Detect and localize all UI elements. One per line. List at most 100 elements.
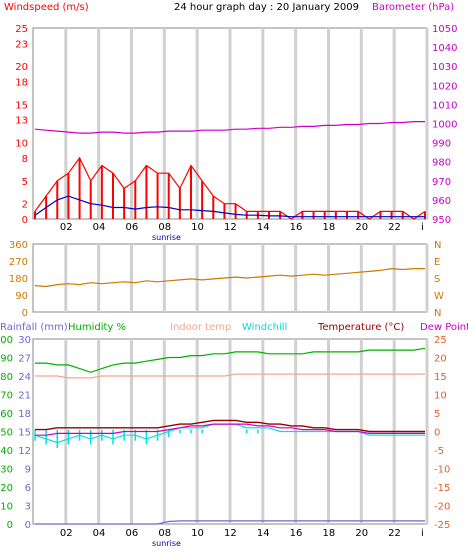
rainfall-y-tick-label: 3 bbox=[25, 502, 31, 513]
windspeed-y-tick-label: 18 bbox=[15, 77, 28, 88]
compass-tick-label: N bbox=[434, 240, 441, 251]
p1-x-tick-label: 14 bbox=[257, 222, 270, 233]
p3-x-tick-label: 18 bbox=[323, 528, 336, 539]
humidity-y-tick-label: 30 bbox=[0, 465, 13, 476]
p3-x-tick-label: 12 bbox=[224, 528, 237, 539]
barometer-y-tick-label: 1030 bbox=[432, 62, 457, 73]
p3-x-tick-label: 22 bbox=[388, 528, 401, 539]
sunrise-label-top: sunrise bbox=[152, 233, 181, 242]
compass-tick-label: W bbox=[434, 291, 444, 302]
p3-x-tick-label: 14 bbox=[257, 528, 270, 539]
humidity-y-tick-label: 80 bbox=[0, 372, 13, 383]
p1-x-tick-label: 06 bbox=[126, 222, 139, 233]
rainfall-y-tick-label: 0 bbox=[25, 520, 31, 531]
humidity-y-tick-label: 50 bbox=[0, 428, 13, 439]
rainfall-legend: Rainfall (mm) bbox=[0, 322, 68, 333]
temperature-y-tick-label: 0 bbox=[434, 428, 440, 439]
wind-direction-y-tick-label: 180 bbox=[9, 274, 28, 285]
humidity-y-tick-label: 60 bbox=[0, 409, 13, 420]
temperature-legend: Temperature (°C) bbox=[317, 322, 404, 333]
p3-x-tick-label: i bbox=[421, 528, 424, 539]
barometer-y-tick-label: 970 bbox=[432, 177, 451, 188]
p1-x-tick-label: 04 bbox=[93, 222, 106, 233]
p1-x-tick-label: i bbox=[421, 222, 424, 233]
wind-direction-y-tick-label: 360 bbox=[9, 240, 28, 251]
wind-barometer-panel: 0258101315182023259509609709809901000101… bbox=[15, 24, 457, 242]
windspeed-y-tick-label: 25 bbox=[15, 24, 28, 35]
windspeed-y-tick-label: 2 bbox=[22, 200, 28, 211]
humidity-y-tick-label: 0 bbox=[7, 520, 13, 531]
barometer-y-tick-label: 950 bbox=[432, 215, 451, 226]
dewpoint-legend: Dew Point bbox=[420, 322, 468, 333]
graph-title: 24 hour graph day : 20 January 2009 bbox=[174, 2, 359, 13]
windspeed-y-tick-label: 23 bbox=[15, 39, 28, 50]
wind-direction-line bbox=[34, 267, 425, 288]
rainfall-y-tick-label: 27 bbox=[18, 354, 31, 365]
indoor-temp-line bbox=[35, 373, 425, 379]
windspeed-y-tick-label: 15 bbox=[15, 100, 28, 111]
barometer-y-tick-label: 990 bbox=[432, 139, 451, 150]
p1-x-tick-label: 08 bbox=[158, 222, 171, 233]
humidity-y-tick-label: 40 bbox=[0, 446, 13, 457]
temperature-y-tick-label: 25 bbox=[434, 335, 447, 346]
rainfall-y-tick-label: 6 bbox=[25, 483, 31, 494]
rainfall-y-tick-label: 24 bbox=[18, 372, 31, 383]
windspeed-y-tick-label: 20 bbox=[15, 62, 28, 73]
windchill-legend: Windchill bbox=[242, 322, 287, 333]
p3-x-tick-label: 04 bbox=[93, 528, 106, 539]
p3-x-tick-label: 10 bbox=[191, 528, 204, 539]
temperature-y-tick-label: 20 bbox=[434, 354, 447, 365]
p1-x-tick-label: 18 bbox=[323, 222, 336, 233]
p1-x-tick-label: 22 bbox=[388, 222, 401, 233]
barometer-y-tick-label: 1020 bbox=[432, 81, 457, 92]
rainfall-line bbox=[35, 520, 425, 525]
p1-x-tick-label: 10 bbox=[191, 222, 204, 233]
indoor-legend: Indoor temp bbox=[170, 322, 231, 333]
p1-x-tick-label: 02 bbox=[60, 222, 73, 233]
windspeed-y-tick-label: 10 bbox=[15, 139, 28, 150]
rainfall-y-tick-label: 21 bbox=[18, 391, 31, 402]
barometer-axis-label: Barometer (hPa) bbox=[372, 2, 454, 13]
rainfall-y-tick-label: 30 bbox=[18, 335, 31, 346]
p1-x-tick-label: 16 bbox=[290, 222, 303, 233]
humidity-y-tick-label: 20 bbox=[0, 483, 13, 494]
temperature-y-tick-label: 10 bbox=[434, 391, 447, 402]
barometer-line bbox=[34, 121, 425, 134]
windspeed-y-tick-label: 13 bbox=[15, 116, 28, 127]
temperature-y-tick-label: -5 bbox=[434, 446, 444, 457]
wind-direction-y-tick-label: 270 bbox=[9, 257, 28, 268]
rainfall-y-tick-label: 18 bbox=[18, 409, 31, 420]
humidity-y-tick-label: 70 bbox=[0, 391, 13, 402]
p3-x-tick-label: 08 bbox=[158, 528, 171, 539]
humidity-legend: Humidity % bbox=[68, 322, 126, 333]
p1-x-tick-label: 20 bbox=[355, 222, 368, 233]
humidity-y-tick-label: 10 bbox=[0, 502, 13, 513]
p3-x-tick-label: 16 bbox=[290, 528, 303, 539]
barometer-y-tick-label: 980 bbox=[432, 158, 451, 169]
rainfall-y-tick-label: 12 bbox=[18, 446, 31, 457]
windspeed-axis-label: Windspeed (m/s) bbox=[4, 2, 89, 13]
barometer-y-tick-label: 1010 bbox=[432, 100, 457, 111]
windspeed-y-tick-label: 8 bbox=[22, 154, 28, 165]
compass-tick-label: E bbox=[434, 257, 440, 268]
wind-direction-y-tick-label: 0 bbox=[22, 308, 28, 319]
compass-tick-label: S bbox=[434, 274, 440, 285]
windspeed-line bbox=[34, 156, 426, 220]
wind-direction-y-tick-label: 90 bbox=[15, 291, 28, 302]
p3-x-tick-label: 02 bbox=[60, 528, 73, 539]
barometer-y-tick-label: 960 bbox=[432, 196, 451, 207]
temperature-y-tick-label: -25 bbox=[434, 520, 450, 531]
temperature-y-tick-label: -20 bbox=[434, 502, 450, 513]
temperature-line bbox=[35, 419, 425, 433]
humidity-y-tick-label: 90 bbox=[0, 354, 13, 365]
compass-tick-label: N bbox=[434, 308, 441, 319]
rainfall-y-tick-label: 9 bbox=[25, 465, 31, 476]
temperature-humidity-panel: 0102030405060708090100036912151821242730… bbox=[0, 335, 450, 548]
humidity-y-tick-label: 100 bbox=[0, 335, 13, 346]
temperature-y-tick-label: -10 bbox=[434, 465, 450, 476]
dewpoint-line bbox=[35, 423, 425, 436]
temperature-y-tick-label: -15 bbox=[434, 483, 450, 494]
temperature-y-tick-label: 5 bbox=[434, 409, 440, 420]
